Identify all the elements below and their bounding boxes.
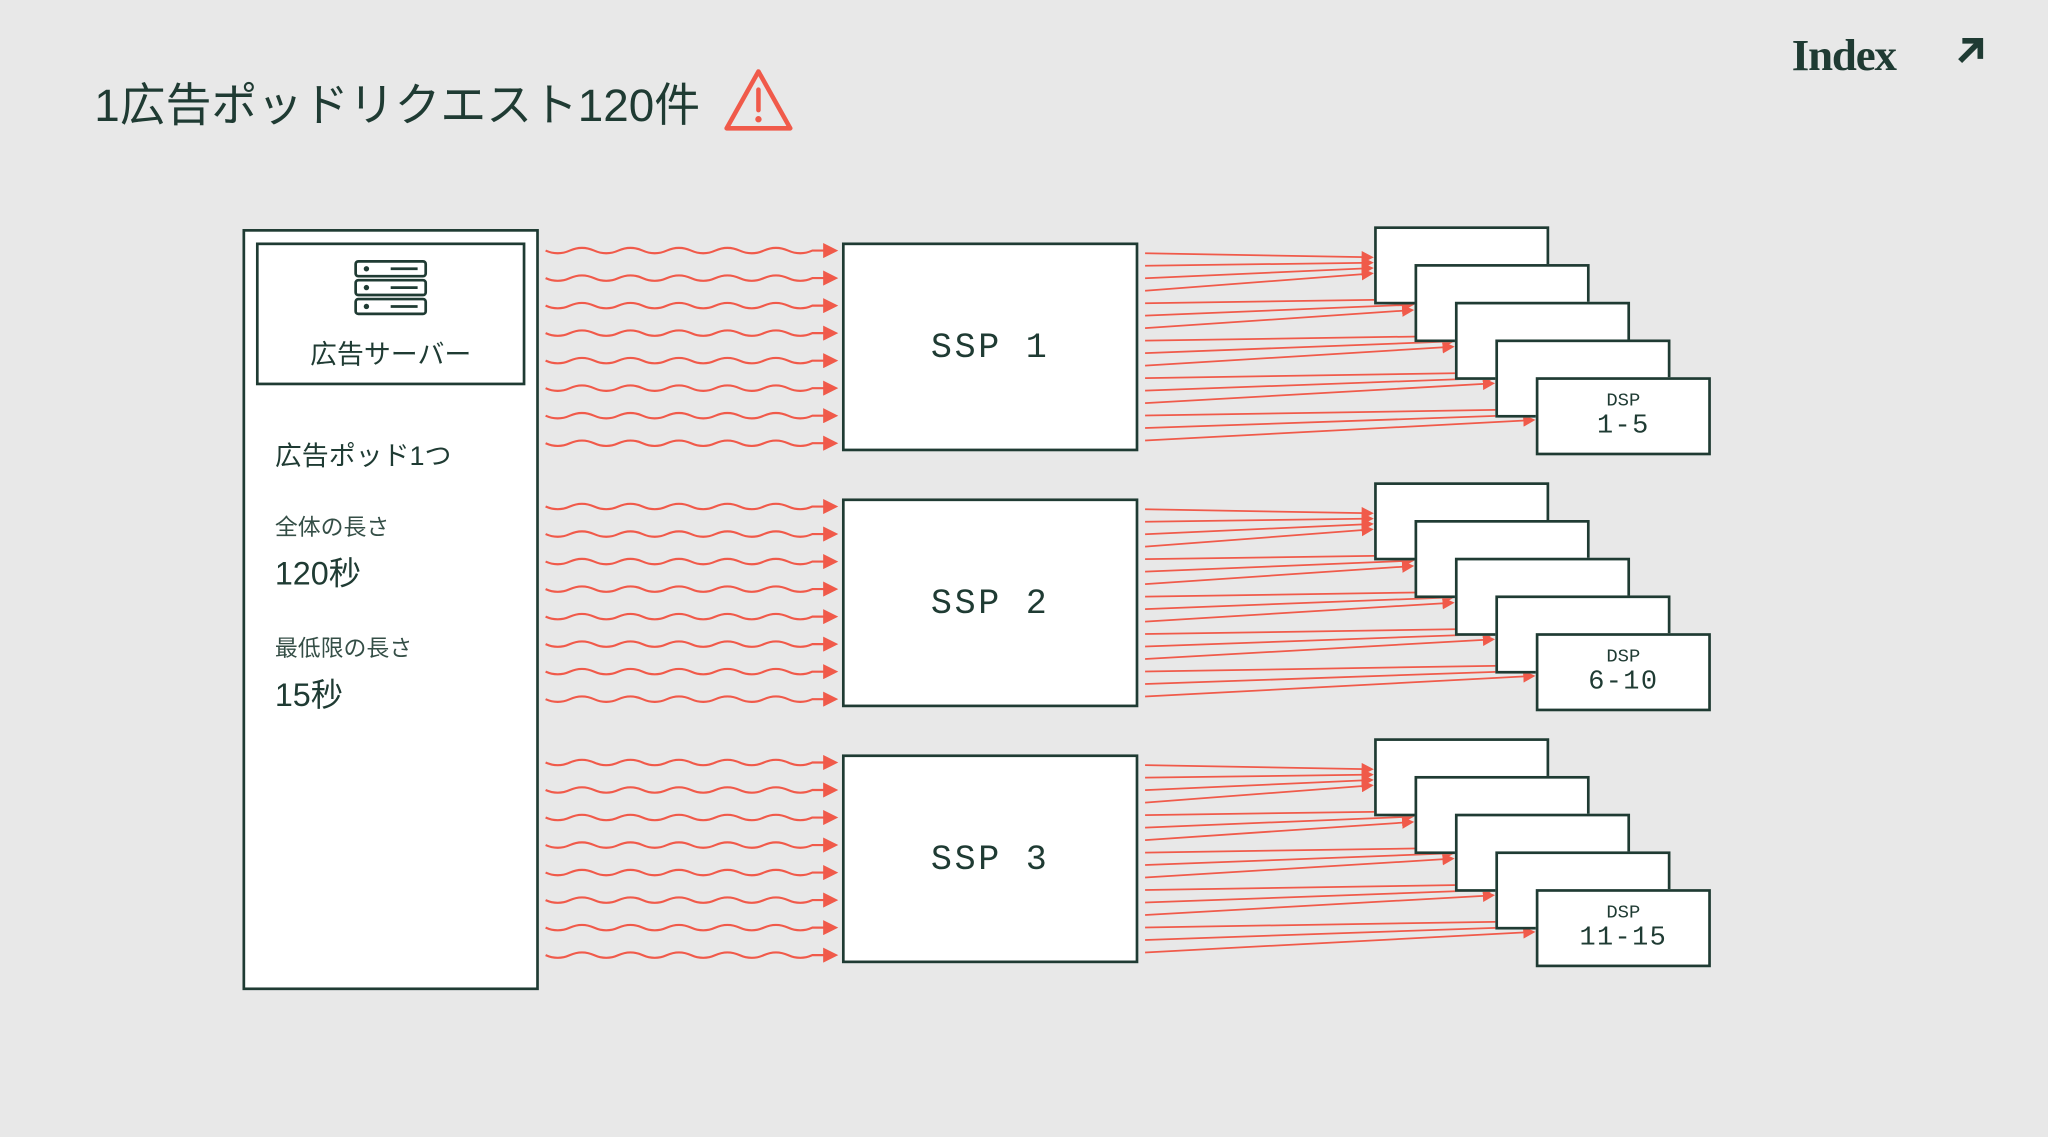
dsp-range: 11-15 [1580,924,1668,952]
dsp-box: DSP1-5 [1536,377,1711,455]
ad-server-header: 広告サーバー [256,242,525,385]
ssp-box: SSP 2 [842,498,1138,707]
dsp-title: DSP [1606,648,1640,668]
page-title: 1広告ポッドリクエスト120件 [94,65,794,138]
ssp-box: SSP 3 [842,754,1138,963]
brand-logo: Index [1792,30,1994,97]
min-length-label: 最低限の長さ [275,629,507,663]
min-length-value: 15秒 [275,668,507,715]
dsp-box: DSP6-10 [1536,633,1711,711]
ssp-box: SSP 1 [842,242,1138,451]
logo-text: Index [1792,30,1898,80]
total-length-label: 全体の長さ [275,508,507,542]
ssp-label: SSP 3 [931,839,1050,879]
dsp-box: DSP11-15 [1536,889,1711,967]
dsp-range: 1-5 [1597,412,1650,440]
pod-count: 広告ポッド1つ [275,434,507,473]
ad-server-meta: 広告ポッド1つ 全体の長さ 120秒 最低限の長さ 15秒 [256,385,525,715]
dsp-title: DSP [1606,904,1640,924]
ad-server-label: 広告サーバー [272,333,509,372]
ssp-label: SSP 2 [931,583,1050,623]
warning-icon [722,65,795,138]
ssp-label: SSP 1 [931,327,1050,367]
title-text: 1広告ポッドリクエスト120件 [94,68,700,134]
server-icon [350,259,431,318]
total-length-value: 120秒 [275,547,507,594]
ad-server-box: 広告サーバー 広告ポッド1つ 全体の長さ 120秒 最低限の長さ 15秒 [242,229,538,990]
dsp-title: DSP [1606,392,1640,412]
dsp-range: 6-10 [1588,668,1658,696]
